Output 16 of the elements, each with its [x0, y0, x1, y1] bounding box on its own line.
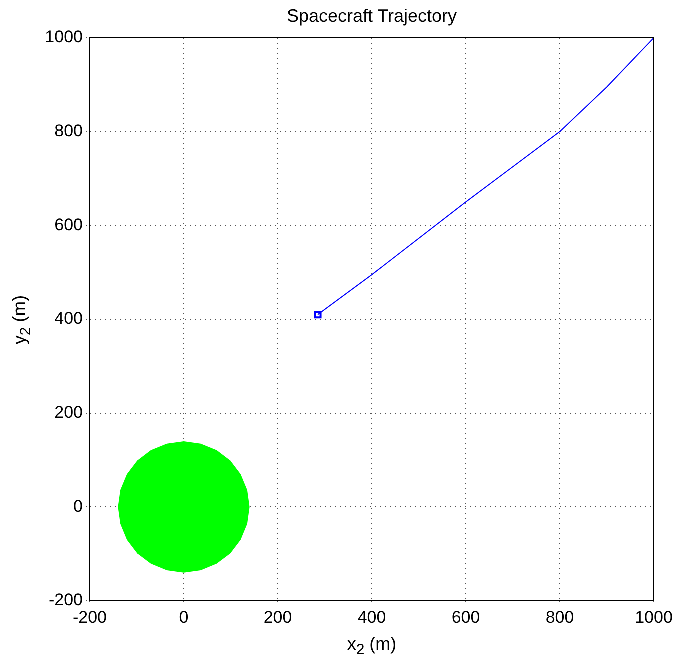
x-tick-label: 1000: [635, 608, 673, 627]
x-tick-label: -200: [72, 608, 108, 627]
x-tick-label: 200: [264, 608, 292, 627]
y-tick-label: -200: [48, 590, 83, 610]
y-tick-label: 200: [54, 403, 83, 422]
y-tick-label: 0: [74, 496, 83, 516]
x-tick-label: 600: [452, 608, 480, 627]
x-tick-label: 400: [358, 608, 386, 627]
y-tick-label: 600: [54, 215, 83, 234]
x-axis-title: x$_{2}$ (m): [347, 634, 397, 659]
chart-title: Spacecraft Trajectory: [286, 6, 458, 27]
y-tick-label: 1000: [45, 28, 83, 47]
x-tick-label: 800: [546, 608, 574, 627]
x-tick-label: 0: [179, 608, 189, 627]
y-tick-label: 400: [54, 309, 83, 328]
y-tick-label: 800: [54, 122, 83, 141]
